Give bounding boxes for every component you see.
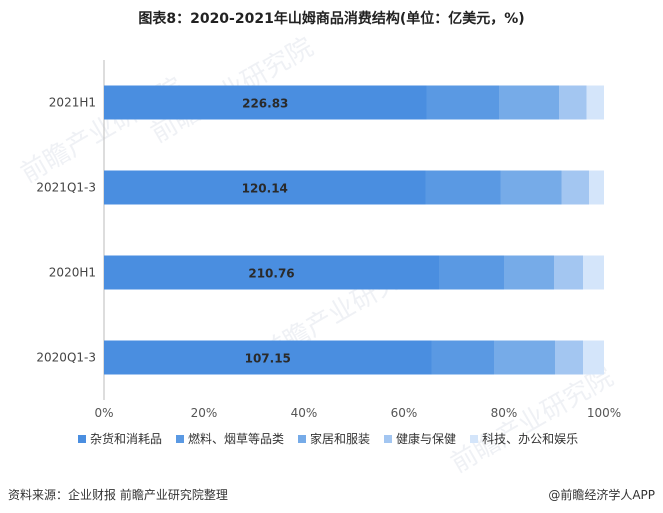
category-label: 2021Q1-3	[36, 181, 96, 195]
bar-segment	[431, 340, 494, 375]
data-label: 226.83	[242, 97, 288, 111]
bar-segment	[104, 255, 439, 290]
bar-segment	[104, 170, 426, 205]
source-note: 资料来源：企业财报 前瞻产业研究院整理	[8, 488, 228, 502]
bar-segment	[499, 85, 559, 120]
chart-title: 图表8：2020-2021年山姆商品消费结构(单位：亿美元，%)	[138, 11, 525, 27]
category-label: 2021H1	[49, 96, 96, 110]
bar-segment	[586, 85, 604, 120]
x-tick-label: 60%	[391, 406, 418, 420]
bar-segment	[561, 170, 589, 205]
bar-segment	[426, 85, 499, 120]
footer: 资料来源：企业财报 前瞻产业研究院整理 @前瞻经济学人APP	[0, 486, 663, 506]
legend-swatch	[384, 434, 393, 443]
legend-item: 家居和服装	[298, 430, 370, 447]
x-tick-label: 0%	[94, 406, 113, 420]
legend-label: 家居和服装	[310, 432, 371, 446]
data-label: 120.14	[242, 182, 288, 196]
category-label: 2020H1	[49, 266, 96, 280]
bar-segment	[439, 255, 504, 290]
bar-segment	[500, 170, 562, 205]
x-tick-label: 100%	[587, 406, 621, 420]
legend-swatch	[470, 434, 479, 443]
legend-label: 燃料、烟草等品类	[188, 432, 285, 446]
brand-note: @前瞻经济学人APP	[548, 488, 655, 502]
bar-segment	[583, 255, 604, 290]
legend-label: 科技、办公和娱乐	[482, 432, 579, 446]
legend-item: 健康与保健	[384, 430, 456, 447]
bar-segment	[104, 340, 432, 375]
data-label: 107.15	[245, 352, 291, 366]
bar-segment	[494, 340, 555, 375]
legend-label: 健康与保健	[396, 432, 457, 446]
stacked-bar-chart: 226.83 2021H1 120.14 2021Q1-3 210.76 2020H1 10…	[36, 60, 621, 420]
bar-segment	[554, 255, 583, 290]
x-tick-label: 40%	[291, 406, 318, 420]
legend-swatch	[176, 434, 185, 443]
bar-segment	[559, 85, 587, 120]
bar-segment	[555, 340, 583, 375]
bar-segment	[425, 170, 501, 205]
bar-segment	[104, 85, 427, 120]
bar-segment	[504, 255, 554, 290]
legend-item: 科技、办公和娱乐	[470, 430, 578, 447]
chart-legend: 杂货和消耗品 燃料、烟草等品类 家居和服装 健康与保健 科技、办公和娱乐	[78, 430, 578, 447]
x-tick-label: 80%	[491, 406, 518, 420]
legend-swatch	[298, 434, 307, 443]
legend-item: 燃料、烟草等品类	[176, 430, 284, 447]
legend-swatch	[78, 434, 86, 443]
bar-segment	[583, 340, 604, 375]
legend-item: 杂货和消耗品	[78, 430, 162, 447]
bar-segment	[589, 170, 604, 205]
legend-label: 杂货和消耗品	[90, 432, 163, 446]
data-label: 210.76	[248, 267, 294, 281]
x-tick-label: 20%	[191, 406, 218, 420]
category-label: 2020Q1-3	[36, 351, 96, 365]
